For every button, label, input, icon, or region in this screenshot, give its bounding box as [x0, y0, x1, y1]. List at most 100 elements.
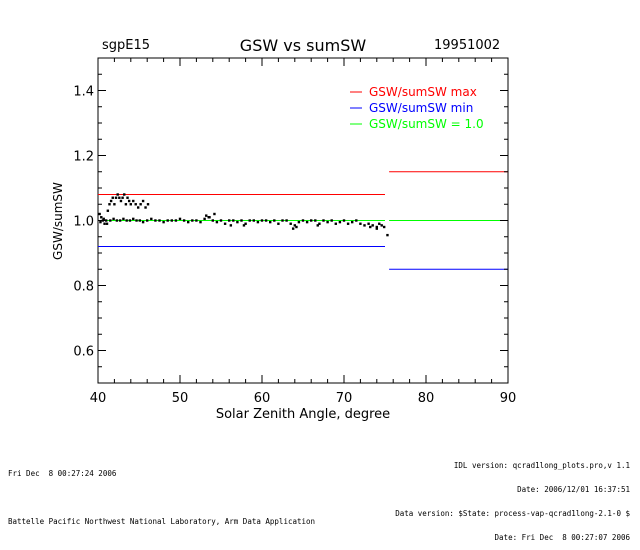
data-point [297, 220, 301, 224]
data-point [223, 222, 227, 225]
data-point [113, 203, 116, 206]
data-point [199, 220, 202, 224]
data-point [322, 219, 325, 222]
data-point [346, 222, 350, 225]
data-point [116, 193, 119, 196]
data-point [240, 219, 243, 222]
data-point [371, 224, 374, 227]
legend: GSW/sumSW max GSW/sumSW min GSW/sumSW = 1.… [350, 85, 484, 131]
data-point [135, 219, 138, 222]
data-point [232, 219, 235, 222]
data-point [264, 219, 268, 222]
data-point [334, 222, 337, 225]
y-tick-label: 1.0 [73, 215, 94, 230]
data-point [205, 214, 208, 217]
data-point [228, 219, 231, 222]
data-point [375, 227, 378, 230]
data-point [244, 222, 247, 225]
data-point [100, 216, 103, 219]
data-point [139, 203, 142, 206]
y-axis-label: GSW/sumSW [51, 182, 65, 260]
data-point [109, 219, 112, 222]
data-point [295, 225, 298, 229]
data-point [314, 219, 317, 222]
footer-run-date: Fri Dec 8 00:27:24 2006 [8, 469, 117, 478]
chart: 40 50 60 70 80 90 0.6 0.8 1.0 1.2 1.4 Solar Zenith… [51, 57, 517, 422]
data-point [256, 220, 260, 224]
data-point [154, 219, 157, 222]
data-point [291, 227, 295, 230]
footer-idl-version: IDL version: qcrad1long_plots.pro,v 1.1 [453, 461, 630, 470]
data-point [191, 219, 194, 222]
data-point [318, 222, 321, 225]
data-point [146, 203, 150, 206]
data-point [99, 220, 102, 224]
data-point [111, 196, 114, 199]
footer-data-date: Date: Fri Dec 8 00:27:07 2006 [494, 533, 630, 542]
x-axis-label: Solar Zenith Angle, degree [216, 407, 390, 422]
data-point [380, 224, 383, 227]
data-point [326, 220, 329, 224]
x-tick-label: 90 [500, 391, 517, 406]
data-points [98, 193, 389, 237]
y-tick-label: 1.2 [73, 150, 94, 165]
data-point [106, 209, 110, 212]
data-point [369, 225, 372, 229]
data-point [285, 219, 288, 222]
data-point [141, 199, 145, 203]
data-point [119, 199, 123, 203]
data-point [236, 220, 239, 224]
data-point [127, 199, 131, 203]
data-point [269, 220, 272, 224]
data-point [98, 212, 101, 216]
y-tick-label: 0.6 [73, 345, 94, 360]
data-point [126, 196, 129, 199]
data-point [289, 222, 292, 225]
data-point [382, 225, 386, 229]
data-point [242, 224, 246, 227]
data-point [342, 219, 346, 222]
data-point [134, 203, 137, 206]
data-point [182, 219, 186, 222]
data-point [208, 216, 211, 219]
data-point [301, 219, 305, 222]
data-point [338, 220, 342, 224]
legend-label: GSW/sumSW min [369, 101, 473, 115]
data-point [112, 217, 115, 221]
data-point [378, 222, 381, 225]
data-point [305, 220, 309, 224]
data-point [105, 219, 108, 222]
x-tick-label: 80 [418, 391, 435, 406]
legend-label: GSW/sumSW = 1.0 [369, 117, 484, 131]
data-point [132, 217, 135, 221]
data-point [310, 219, 313, 222]
data-point [129, 203, 132, 206]
x-tick-label: 70 [336, 391, 353, 406]
y-tick-label: 1.4 [73, 85, 94, 100]
legend-label: GSW/sumSW max [369, 85, 477, 99]
data-point [203, 217, 206, 221]
data-point [351, 220, 354, 224]
footer-organization: Battelle Pacific Northwest National Labo… [8, 517, 316, 526]
data-point [102, 217, 105, 221]
data-point [132, 199, 135, 203]
data-point [105, 222, 109, 225]
data-point [229, 224, 233, 227]
data-point [330, 219, 333, 222]
data-point [195, 219, 198, 222]
data-point [108, 203, 111, 206]
data-point [215, 220, 219, 224]
footer-right: IDL version: qcrad1long_plots.pro,v 1.1 … [395, 446, 630, 550]
x-tick-label: 40 [90, 391, 107, 406]
x-tick-label: 50 [172, 391, 189, 406]
data-point [125, 219, 128, 222]
data-point [363, 224, 366, 227]
data-point [178, 217, 182, 221]
data-point [170, 219, 173, 222]
chart-title: GSW vs sumSW [239, 36, 367, 55]
data-point [386, 233, 389, 237]
data-point [252, 219, 255, 222]
data-point [316, 224, 319, 227]
data-point [273, 219, 276, 222]
data-point [118, 219, 122, 222]
